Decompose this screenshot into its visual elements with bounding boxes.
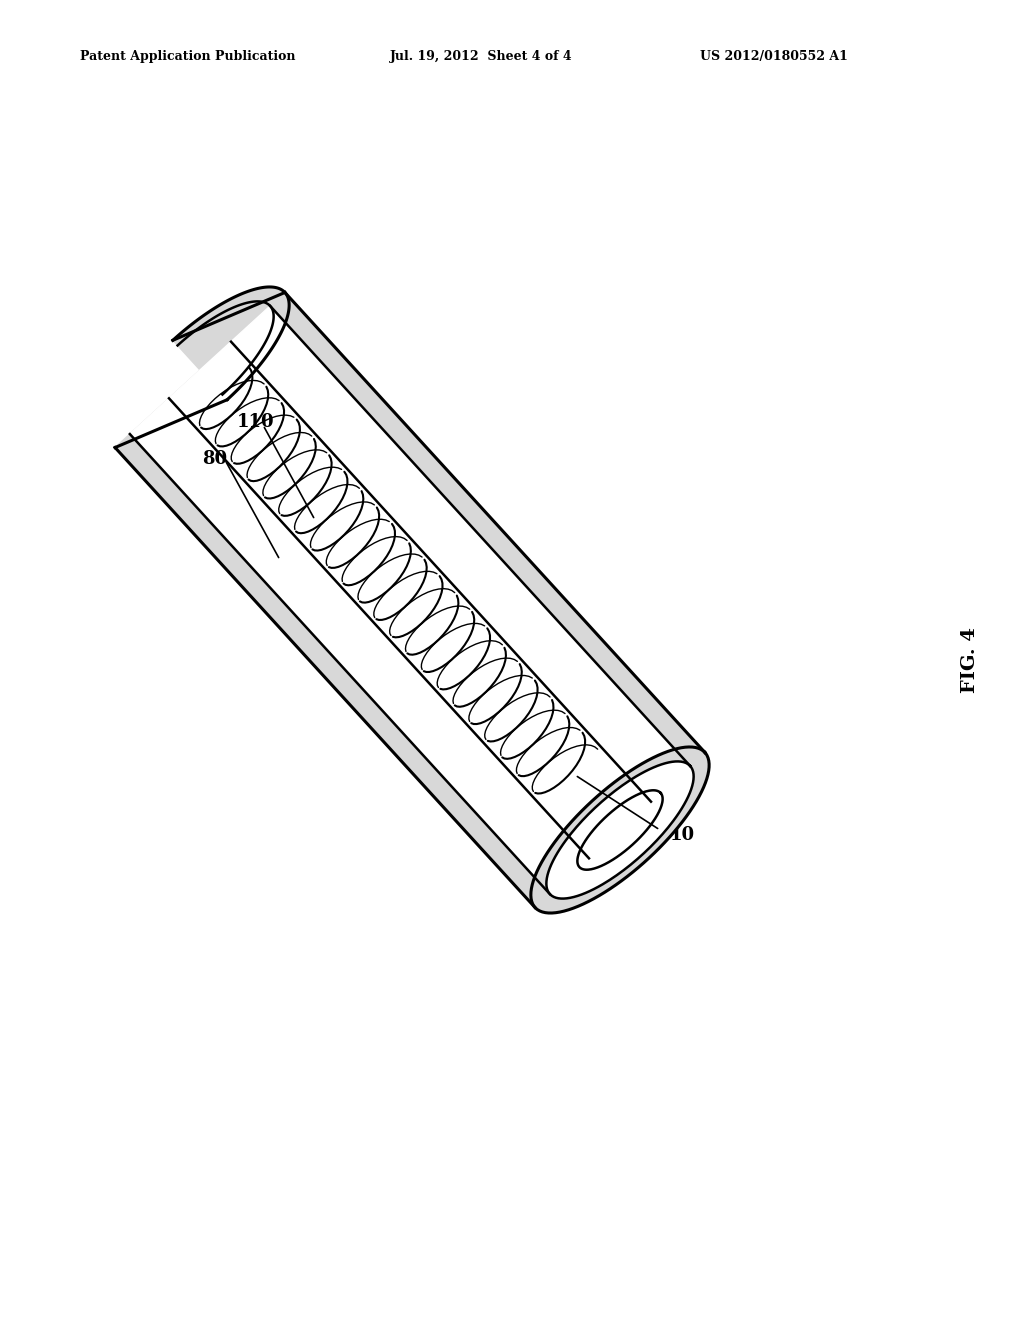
Text: FIG. 4: FIG. 4 [961,627,979,693]
Polygon shape [578,791,663,870]
Polygon shape [530,747,710,913]
Text: Jul. 19, 2012  Sheet 4 of 4: Jul. 19, 2012 Sheet 4 of 4 [390,50,572,63]
Text: US 2012/0180552 A1: US 2012/0180552 A1 [700,50,848,63]
Polygon shape [115,293,705,908]
Polygon shape [130,306,690,894]
Text: 10: 10 [670,826,695,843]
Text: 110: 110 [238,413,274,432]
Text: 80: 80 [203,450,227,469]
Polygon shape [547,762,693,899]
Polygon shape [173,286,289,400]
Text: Patent Application Publication: Patent Application Publication [80,50,296,63]
